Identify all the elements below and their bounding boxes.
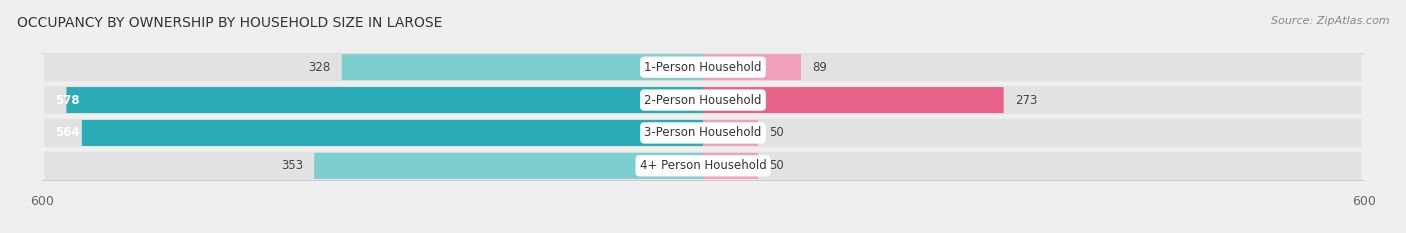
Text: 353: 353 xyxy=(281,159,304,172)
FancyBboxPatch shape xyxy=(314,153,703,179)
FancyBboxPatch shape xyxy=(82,120,703,146)
Text: OCCUPANCY BY OWNERSHIP BY HOUSEHOLD SIZE IN LAROSE: OCCUPANCY BY OWNERSHIP BY HOUSEHOLD SIZE… xyxy=(17,16,443,30)
Text: Source: ZipAtlas.com: Source: ZipAtlas.com xyxy=(1271,16,1389,26)
Text: 578: 578 xyxy=(55,94,80,106)
FancyBboxPatch shape xyxy=(703,153,758,179)
Text: 1-Person Household: 1-Person Household xyxy=(644,61,762,74)
Text: 328: 328 xyxy=(308,61,330,74)
FancyBboxPatch shape xyxy=(45,119,1361,147)
Text: 564: 564 xyxy=(55,127,80,139)
Text: 50: 50 xyxy=(769,127,783,139)
FancyBboxPatch shape xyxy=(66,87,703,113)
Text: 89: 89 xyxy=(813,61,827,74)
FancyBboxPatch shape xyxy=(45,86,1361,114)
Text: 4+ Person Household: 4+ Person Household xyxy=(640,159,766,172)
Text: 273: 273 xyxy=(1015,94,1038,106)
Text: 50: 50 xyxy=(769,159,783,172)
FancyBboxPatch shape xyxy=(703,54,801,80)
FancyBboxPatch shape xyxy=(45,53,1361,81)
FancyBboxPatch shape xyxy=(703,120,758,146)
FancyBboxPatch shape xyxy=(703,87,1004,113)
Text: 2-Person Household: 2-Person Household xyxy=(644,94,762,106)
Text: 3-Person Household: 3-Person Household xyxy=(644,127,762,139)
FancyBboxPatch shape xyxy=(342,54,703,80)
FancyBboxPatch shape xyxy=(45,152,1361,180)
